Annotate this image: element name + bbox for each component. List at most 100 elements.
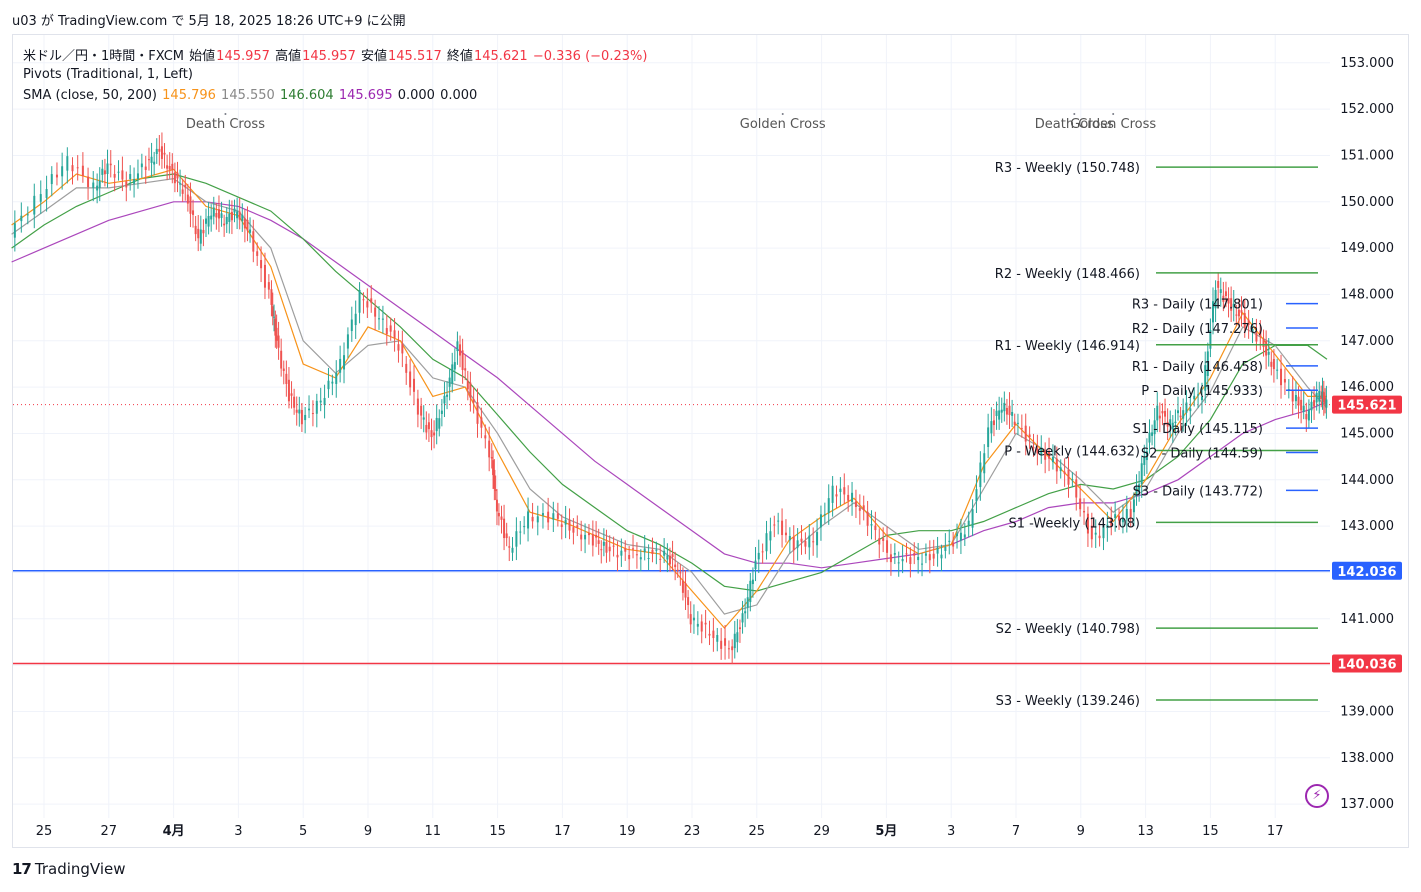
candle-body <box>1079 498 1082 510</box>
candle-body <box>163 152 166 155</box>
candle-body <box>1214 289 1217 309</box>
candle-body <box>858 508 861 511</box>
x-tick-label: 9 <box>364 824 372 839</box>
y-tick-label: 145.000 <box>1340 426 1394 441</box>
candle-body <box>808 535 811 548</box>
candle-body <box>909 557 912 565</box>
candle-body <box>497 512 500 517</box>
symbol-label[interactable]: 米ドル／円・1時間・FXCM <box>23 49 185 64</box>
candle-body <box>1110 519 1113 526</box>
candle-body <box>1302 405 1305 412</box>
candle-body <box>738 627 741 630</box>
candle-body <box>1036 448 1039 454</box>
candle-body <box>1283 379 1286 383</box>
y-tick-label: 144.000 <box>1340 473 1394 488</box>
candle-body <box>751 579 754 585</box>
candle-body <box>605 541 608 553</box>
candle-body <box>238 211 241 220</box>
candle-body <box>422 417 425 420</box>
candle-body <box>940 554 943 559</box>
candle-body <box>889 554 892 563</box>
weekly-pivot-label: R2 - Weekly (148.466) <box>995 267 1140 282</box>
daily-pivot-label: S2 - Daily (144.59) <box>1141 446 1263 461</box>
candle-body <box>435 417 438 432</box>
candle-body <box>160 146 163 159</box>
candle-body <box>401 343 404 354</box>
candle-body <box>800 538 803 542</box>
candle-body <box>362 299 365 301</box>
candle-body <box>1325 399 1328 408</box>
sma-value: 145.796 <box>162 88 221 103</box>
candle-body <box>727 648 730 650</box>
candle-body <box>202 229 205 234</box>
sma-value: 145.550 <box>221 88 279 103</box>
candle-body <box>847 494 850 501</box>
x-tick-label: 15 <box>1202 824 1219 839</box>
low-label: 安値 <box>361 49 388 64</box>
candle-body <box>197 228 200 239</box>
candle-body <box>878 538 881 545</box>
candle-body <box>1032 447 1035 449</box>
candle-body <box>591 534 594 546</box>
candle-body <box>632 548 635 550</box>
candle-body <box>210 215 213 220</box>
candle-body <box>166 165 169 169</box>
candle-body <box>1028 434 1031 438</box>
candle-body <box>446 394 449 397</box>
candle-body <box>932 553 935 559</box>
candle-body <box>350 319 353 332</box>
candle-body <box>568 519 571 531</box>
candle-body <box>39 194 42 202</box>
candle-body <box>389 325 392 332</box>
candle-body <box>784 532 787 536</box>
sma-value: 146.604 <box>279 88 338 103</box>
candle-body <box>839 488 842 493</box>
candle-body <box>205 218 207 224</box>
x-tick-label: 13 <box>1137 824 1154 839</box>
candle-body <box>998 410 1001 420</box>
candle-body <box>381 318 384 320</box>
candle-body <box>655 549 658 551</box>
candle-body <box>576 525 579 528</box>
candle-body <box>547 511 550 523</box>
sma-legend[interactable]: SMA (close, 50, 200) 145.796 145.550 146… <box>23 88 479 103</box>
ohlc-legend: 米ドル／円・1時間・FXCM 始値145.957 高値145.957 安値145… <box>23 45 648 64</box>
x-tick-label: 7 <box>1012 824 1020 839</box>
candle-body <box>659 558 662 560</box>
candle-body <box>1020 428 1023 430</box>
candle-body <box>158 148 161 152</box>
candle-body <box>587 533 590 536</box>
candle-body <box>461 350 464 371</box>
candle-body <box>103 170 106 175</box>
candle-body <box>260 260 263 269</box>
candle-body <box>427 422 430 430</box>
x-tick-label: 17 <box>554 824 571 839</box>
candle-body <box>831 485 834 503</box>
x-tick-label: 5 <box>299 824 307 839</box>
candle-body <box>761 551 764 553</box>
candle-body <box>413 378 416 392</box>
daily-pivot-label: R3 - Daily (147.801) <box>1132 298 1263 313</box>
pivots-indicator-label[interactable]: Pivots (Traditional, 1, Left) <box>23 67 193 82</box>
x-tick-label: 23 <box>684 824 701 839</box>
candle-body <box>651 549 654 555</box>
candle-body <box>451 364 454 384</box>
candle-body <box>109 163 112 166</box>
candle-body <box>979 462 982 488</box>
candle-body <box>472 398 475 403</box>
candle-body <box>1217 280 1220 288</box>
candle-body <box>1164 410 1167 417</box>
open-label: 始値 <box>189 49 216 64</box>
candle-body <box>1161 411 1164 414</box>
lightning-icon[interactable]: ⚡ <box>1305 784 1329 808</box>
candle-body <box>249 229 252 233</box>
candle-body <box>106 163 109 175</box>
candle-body <box>663 550 666 556</box>
candle-body <box>612 545 615 547</box>
y-tick-label: 153.000 <box>1340 56 1394 71</box>
chart-frame <box>12 34 1409 848</box>
candle-body <box>469 382 472 398</box>
candle-body <box>220 213 223 218</box>
event-label: Death Cross <box>1035 117 1114 132</box>
